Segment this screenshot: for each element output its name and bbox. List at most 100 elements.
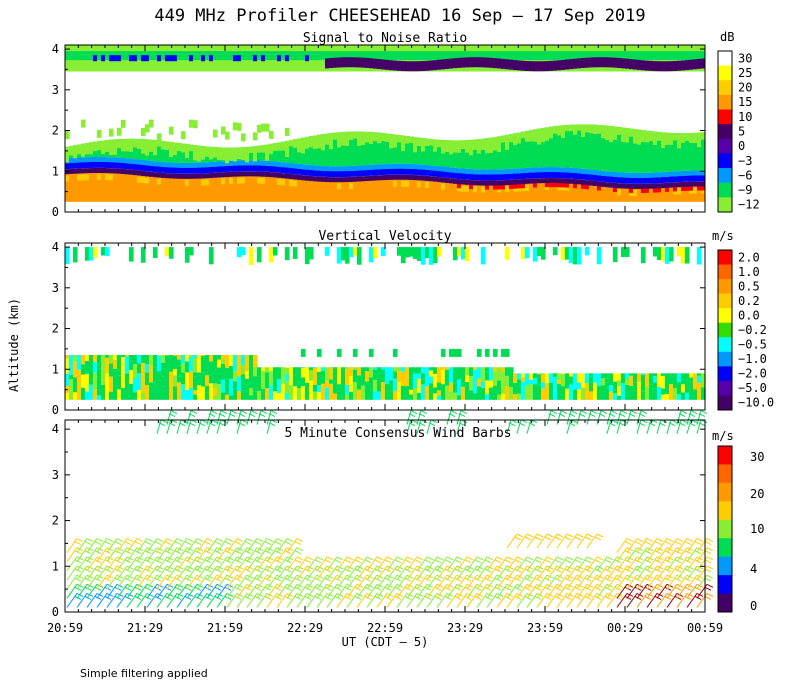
wind-barb-flag (94, 541, 102, 546)
snr-cell (201, 173, 206, 179)
snr-cell (289, 163, 294, 169)
wind-barb-flag (324, 586, 332, 591)
wind-barb-flag (394, 595, 402, 600)
wind-barb (236, 547, 248, 563)
wind-barb-flag (446, 556, 454, 561)
snr-cell (97, 129, 102, 138)
velocity-cell (573, 389, 578, 400)
snr-cell (113, 55, 118, 62)
wind-barb-flag (404, 595, 412, 600)
wind-barb-flag (238, 413, 246, 418)
velocity-cell (221, 370, 226, 380)
colorbar-label: −0.2 (738, 323, 767, 337)
velocity-cell (205, 355, 210, 363)
snr-cell (673, 133, 678, 172)
snr-cell (273, 176, 278, 202)
snr-cell (405, 163, 410, 169)
velocity-cell (133, 355, 138, 358)
wind-barb (236, 565, 248, 581)
snr-cell (637, 59, 642, 70)
wind-barb-flag (174, 559, 182, 564)
snr-cell (73, 51, 78, 61)
velocity-cell (317, 385, 322, 393)
wind-barb (286, 547, 298, 563)
wind-barb (556, 533, 568, 549)
wind-barb-flag (184, 595, 192, 600)
snr-cell (361, 57, 366, 68)
wind-barb-flag (294, 568, 302, 573)
snr-cell (625, 51, 630, 61)
velocity-cell (629, 375, 634, 386)
wind-barb-flag (224, 595, 232, 600)
wind-barb (206, 538, 218, 553)
snr-cell (437, 177, 442, 183)
wind-barb (86, 583, 98, 599)
snr-cell (269, 143, 274, 155)
velocity-cell (537, 373, 542, 375)
snr-cell (565, 51, 570, 61)
snr-cell (189, 162, 194, 168)
snr-cell (597, 181, 602, 187)
wind-barb (616, 583, 628, 599)
snr-cell (161, 51, 166, 61)
wind-barb (256, 574, 268, 590)
snr-cell (337, 132, 342, 148)
velocity-cell (129, 247, 134, 262)
wind-barb-flag (174, 577, 182, 582)
snr-cell (669, 61, 674, 72)
wind-barb-flag (496, 556, 504, 561)
snr-cell (313, 135, 318, 149)
snr-cell (549, 167, 554, 173)
snr-cell (293, 51, 298, 61)
wind-barb-flag (576, 556, 584, 561)
wind-barb-flag (164, 541, 172, 546)
snr-cell (649, 51, 654, 61)
velocity-cell (65, 247, 70, 264)
velocity-cell (385, 367, 390, 376)
snr-cell (129, 138, 134, 152)
velocity-cell (689, 373, 694, 378)
velocity-cell (605, 373, 610, 379)
wind-barb (516, 593, 528, 608)
velocity-cell (85, 247, 90, 261)
velocity-cell (425, 385, 430, 400)
velocity-cell (281, 383, 286, 400)
wind-barb-flag (620, 410, 628, 415)
velocity-cell (569, 384, 574, 393)
wind-barb-flag (556, 533, 564, 538)
snr-cell (81, 143, 86, 157)
snr-cell (653, 183, 658, 189)
wind-barb (186, 574, 198, 590)
figure-title: 449 MHz Profiler CHEESEHEAD 16 Sep – 17 … (154, 6, 645, 26)
snr-cell (145, 124, 150, 133)
snr-cell (557, 184, 562, 191)
wind-barb-flag (536, 556, 544, 561)
velocity-cell (521, 247, 526, 260)
snr-cell (325, 177, 330, 183)
snr-cell (109, 157, 114, 163)
velocity-cell (237, 364, 242, 377)
snr-cell (493, 58, 498, 69)
velocity-cell (209, 383, 214, 400)
wind-barb (86, 593, 98, 608)
velocity-cell (421, 373, 426, 380)
velocity-cell (485, 348, 490, 357)
snr-cell (389, 60, 394, 71)
velocity-colorbar: 2.01.00.50.20.0−0.2−0.5−1.0−2.0−5.0−10.0 (717, 249, 774, 411)
snr-cell (437, 139, 442, 148)
snr-cell (133, 138, 138, 160)
wind-barb-flag (504, 559, 512, 564)
wind-barb-flag (668, 422, 676, 427)
colorbar-label: 2.0 (738, 250, 760, 264)
y-tick-label: 1 (52, 164, 59, 178)
velocity-cell (273, 391, 278, 400)
velocity-cell (521, 377, 526, 382)
velocity-cell (153, 382, 158, 400)
snr-cell (89, 172, 94, 202)
wind-barb (126, 574, 138, 590)
velocity-cell (405, 367, 410, 377)
snr-cell (149, 175, 154, 202)
snr-cell (393, 163, 398, 169)
snr-cell (109, 55, 114, 62)
snr-cell (365, 57, 370, 68)
